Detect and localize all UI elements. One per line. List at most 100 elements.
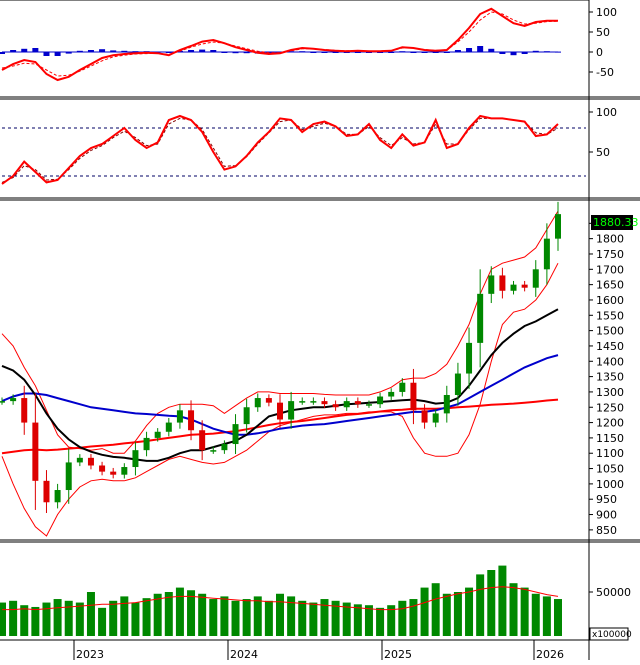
volume-bar — [231, 600, 240, 636]
volume-bar — [153, 593, 162, 636]
candle-body — [321, 401, 328, 405]
macd-histogram-bar — [110, 50, 117, 52]
candle-body — [532, 269, 539, 288]
macd-histogram-bar — [165, 52, 172, 53]
candle-body — [499, 275, 506, 291]
x-tick-label-3: 2026 — [536, 648, 564, 661]
price-ytick-label-15: 1100 — [596, 447, 624, 460]
macd-ytick-label-0: 100 — [596, 6, 617, 19]
volume-y-axis: 50000 — [589, 586, 631, 599]
macd-histogram-bar — [188, 50, 195, 52]
candle-body — [10, 398, 17, 402]
macd-histogram-bar — [54, 52, 61, 56]
macd-y-axis: 100 50 0 -50 — [589, 6, 617, 79]
macd-histogram-bar — [410, 52, 417, 53]
candle-body — [43, 480, 50, 503]
volume-bar — [387, 605, 396, 636]
price-ytick-label-2: 1750 — [596, 248, 624, 261]
macd-histogram-bar — [343, 52, 350, 53]
candle-body — [343, 401, 350, 408]
candle-body — [110, 471, 117, 475]
volume-bar — [320, 599, 329, 636]
macd-histogram-bar — [432, 52, 439, 53]
price-ytick-label-1: 1800 — [596, 233, 624, 246]
candle-body — [243, 407, 250, 425]
macd-panel — [0, 7, 561, 82]
candle-body — [477, 293, 484, 343]
macd-histogram-bar — [10, 50, 17, 52]
volume-bar — [31, 606, 40, 636]
macd-histogram-bar — [377, 52, 384, 53]
volume-bar — [187, 590, 196, 636]
candle-body — [388, 391, 395, 397]
price-ytick-label-6: 1550 — [596, 309, 624, 322]
macd-histogram-bar — [199, 49, 206, 52]
price-ytick-label-18: 950 — [596, 493, 617, 506]
macd-histogram-bar — [99, 49, 106, 52]
candle-body — [65, 462, 72, 491]
macd-histogram-bar — [65, 52, 72, 54]
rsi-ytick-label-1: 50 — [596, 146, 610, 159]
price-ytick-label-5: 1600 — [596, 294, 624, 307]
price-ytick-label-14: 1150 — [596, 432, 624, 445]
price-ytick-label-17: 1000 — [596, 478, 624, 491]
macd-histogram-bar — [388, 52, 395, 53]
volume-bar — [298, 600, 307, 636]
macd-histogram-bar — [299, 51, 306, 53]
candle-body — [421, 410, 428, 423]
volume-bar — [431, 583, 440, 636]
macd-ytick-label-1: 50 — [596, 26, 610, 39]
macd-histogram-bar — [132, 51, 139, 53]
candle-body — [555, 214, 561, 239]
macd-histogram-bar — [232, 52, 239, 54]
rsi-ytick-label-0: 100 — [596, 106, 617, 119]
price-panel — [0, 201, 561, 537]
volume-bar — [242, 599, 251, 636]
volume-bar — [465, 587, 474, 636]
macd-histogram-bar — [443, 52, 450, 53]
volume-bar — [164, 592, 173, 636]
volume-bar — [131, 602, 140, 636]
macd-histogram-bar — [365, 52, 372, 53]
candle-body — [488, 275, 495, 294]
candle-body — [165, 422, 172, 432]
candle-body — [99, 465, 106, 472]
x-axis: 2023 2024 2025 2026 — [73, 640, 564, 661]
candle-body — [199, 430, 206, 451]
volume-bar — [220, 596, 229, 636]
volume-bar — [142, 598, 151, 636]
volume-bar — [175, 587, 184, 636]
volume-bar — [554, 599, 562, 636]
macd-ytick-label-2: 0 — [596, 46, 603, 59]
macd-histogram-bar — [555, 51, 561, 53]
macd-histogram-bar — [32, 48, 39, 52]
macd-histogram-bar — [210, 50, 217, 52]
volume-bar — [364, 605, 373, 636]
candle-body — [443, 394, 450, 414]
candle-body — [87, 457, 94, 466]
macd-histogram-bar — [76, 50, 83, 52]
volume-bar — [409, 599, 418, 636]
price-ytick-label-3: 1700 — [596, 263, 624, 276]
volume-bar — [331, 600, 340, 636]
price-ytick-label-8: 1450 — [596, 340, 624, 353]
macd-histogram-bar — [43, 52, 50, 56]
last-price-badge: 1880.33 — [591, 215, 639, 230]
volume-bar — [20, 605, 29, 636]
volume-bar — [75, 602, 84, 636]
mid-moving-average-line — [1, 354, 559, 436]
volume-ytick-label-0: 50000 — [596, 586, 631, 599]
candle-body — [121, 467, 128, 475]
macd-histogram-bar — [221, 52, 228, 53]
macd-histogram-bar — [332, 52, 339, 53]
candle-body — [521, 284, 528, 288]
volume-bar — [276, 593, 284, 636]
short-moving-average-line — [1, 308, 559, 462]
macd-histogram-bar — [510, 52, 517, 56]
volume-average-line — [2, 586, 559, 611]
macd-ytick-label-3: -50 — [596, 66, 614, 79]
candle-body — [132, 450, 139, 468]
price-ytick-label-9: 1400 — [596, 355, 624, 368]
